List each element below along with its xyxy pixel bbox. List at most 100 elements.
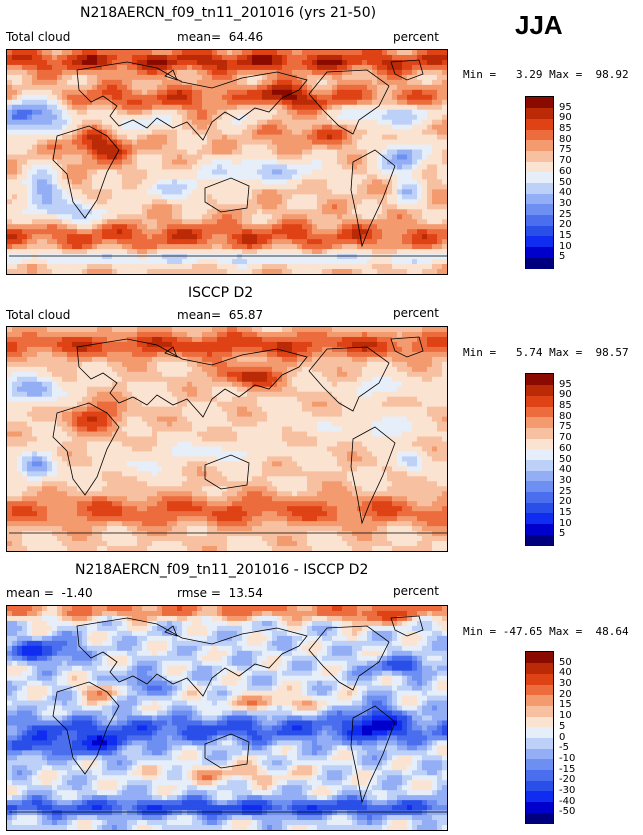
field-cell [102,234,108,240]
field-cell [207,139,213,145]
field-cell [342,149,348,155]
field-cell [387,189,393,195]
field-cell [387,219,393,225]
field-cell [422,119,428,126]
field-cell [147,269,153,274]
field-cell [382,351,388,358]
field-cell [167,139,173,145]
field-cell [97,169,103,175]
field-cell [247,346,253,353]
field-cell [282,376,288,383]
field-cell [437,104,443,111]
field-cell [417,154,423,160]
field-cell [372,169,378,175]
field-cell [292,124,298,131]
field-cell [277,94,283,101]
field-cell [207,59,213,66]
field-cell [407,149,413,155]
field-cell [147,361,153,368]
field-cell [22,336,28,343]
field-cell [292,214,298,220]
field-cell [167,109,173,116]
panel-1-max-value: 98.92 [595,68,629,81]
field-cell [227,69,233,76]
field-cell [137,134,143,140]
field-cell [417,341,423,348]
field-cell [332,79,338,86]
field-cell [192,376,198,383]
field-cell [27,381,33,388]
field-cell [37,331,43,338]
field-cell [52,327,58,333]
field-cell [402,229,408,235]
colorbar-level-label: 95 [559,101,572,113]
field-cell [337,69,343,76]
field-cell [402,184,408,190]
field-cell [412,169,418,175]
field-cell [7,219,13,225]
field-cell [437,229,443,235]
field-cell [432,204,438,210]
field-cell [387,84,393,91]
field-cell [237,219,243,225]
field-cell [162,239,168,245]
field-cell [137,184,143,190]
field-cell [287,336,293,343]
field-cell [327,366,333,373]
field-cell [432,139,438,145]
field-cell [62,159,68,165]
field-cell [117,89,123,96]
field-cell [107,79,113,86]
field-cell [217,89,223,96]
field-cell [22,69,28,76]
field-cell [287,254,293,260]
field-cell [422,89,428,96]
field-cell [207,119,213,126]
field-cell [442,79,447,86]
field-cell [102,124,108,131]
field-cell [12,79,18,86]
field-cell [302,366,308,373]
colorbar-level-label: 5 [559,251,566,263]
field-cell [402,371,408,378]
field-cell [47,239,53,245]
field-cell [362,341,368,348]
field-cell [27,244,33,250]
field-cell [382,189,388,195]
field-cell [432,64,438,71]
field-cell [77,154,83,160]
field-cell [292,331,298,338]
field-cell [367,351,373,358]
field-cell [337,134,343,140]
field-cell [252,244,258,250]
field-cell [367,149,373,155]
field-cell [427,254,433,260]
field-cell [92,169,98,175]
field-cell [192,84,198,91]
field-cell [242,249,248,255]
field-cell [277,134,283,140]
field-cell [437,331,443,338]
field-cell [17,54,23,61]
field-cell [217,269,223,274]
field-cell [52,144,58,150]
field-cell [27,356,33,363]
field-cell [62,264,68,270]
field-cell [332,154,338,160]
field-cell [82,179,88,185]
field-cell [217,114,223,121]
field-cell [57,94,63,101]
field-cell [112,149,118,155]
field-cell [442,366,447,373]
field-cell [402,50,408,56]
field-cell [167,199,173,205]
field-cell [62,244,68,250]
field-cell [322,264,328,270]
field-cell [12,331,18,338]
field-cell [192,59,198,66]
field-cell [242,139,248,145]
field-cell [287,144,293,150]
field-cell [52,249,58,255]
field-cell [117,154,123,160]
field-cell [352,94,358,101]
